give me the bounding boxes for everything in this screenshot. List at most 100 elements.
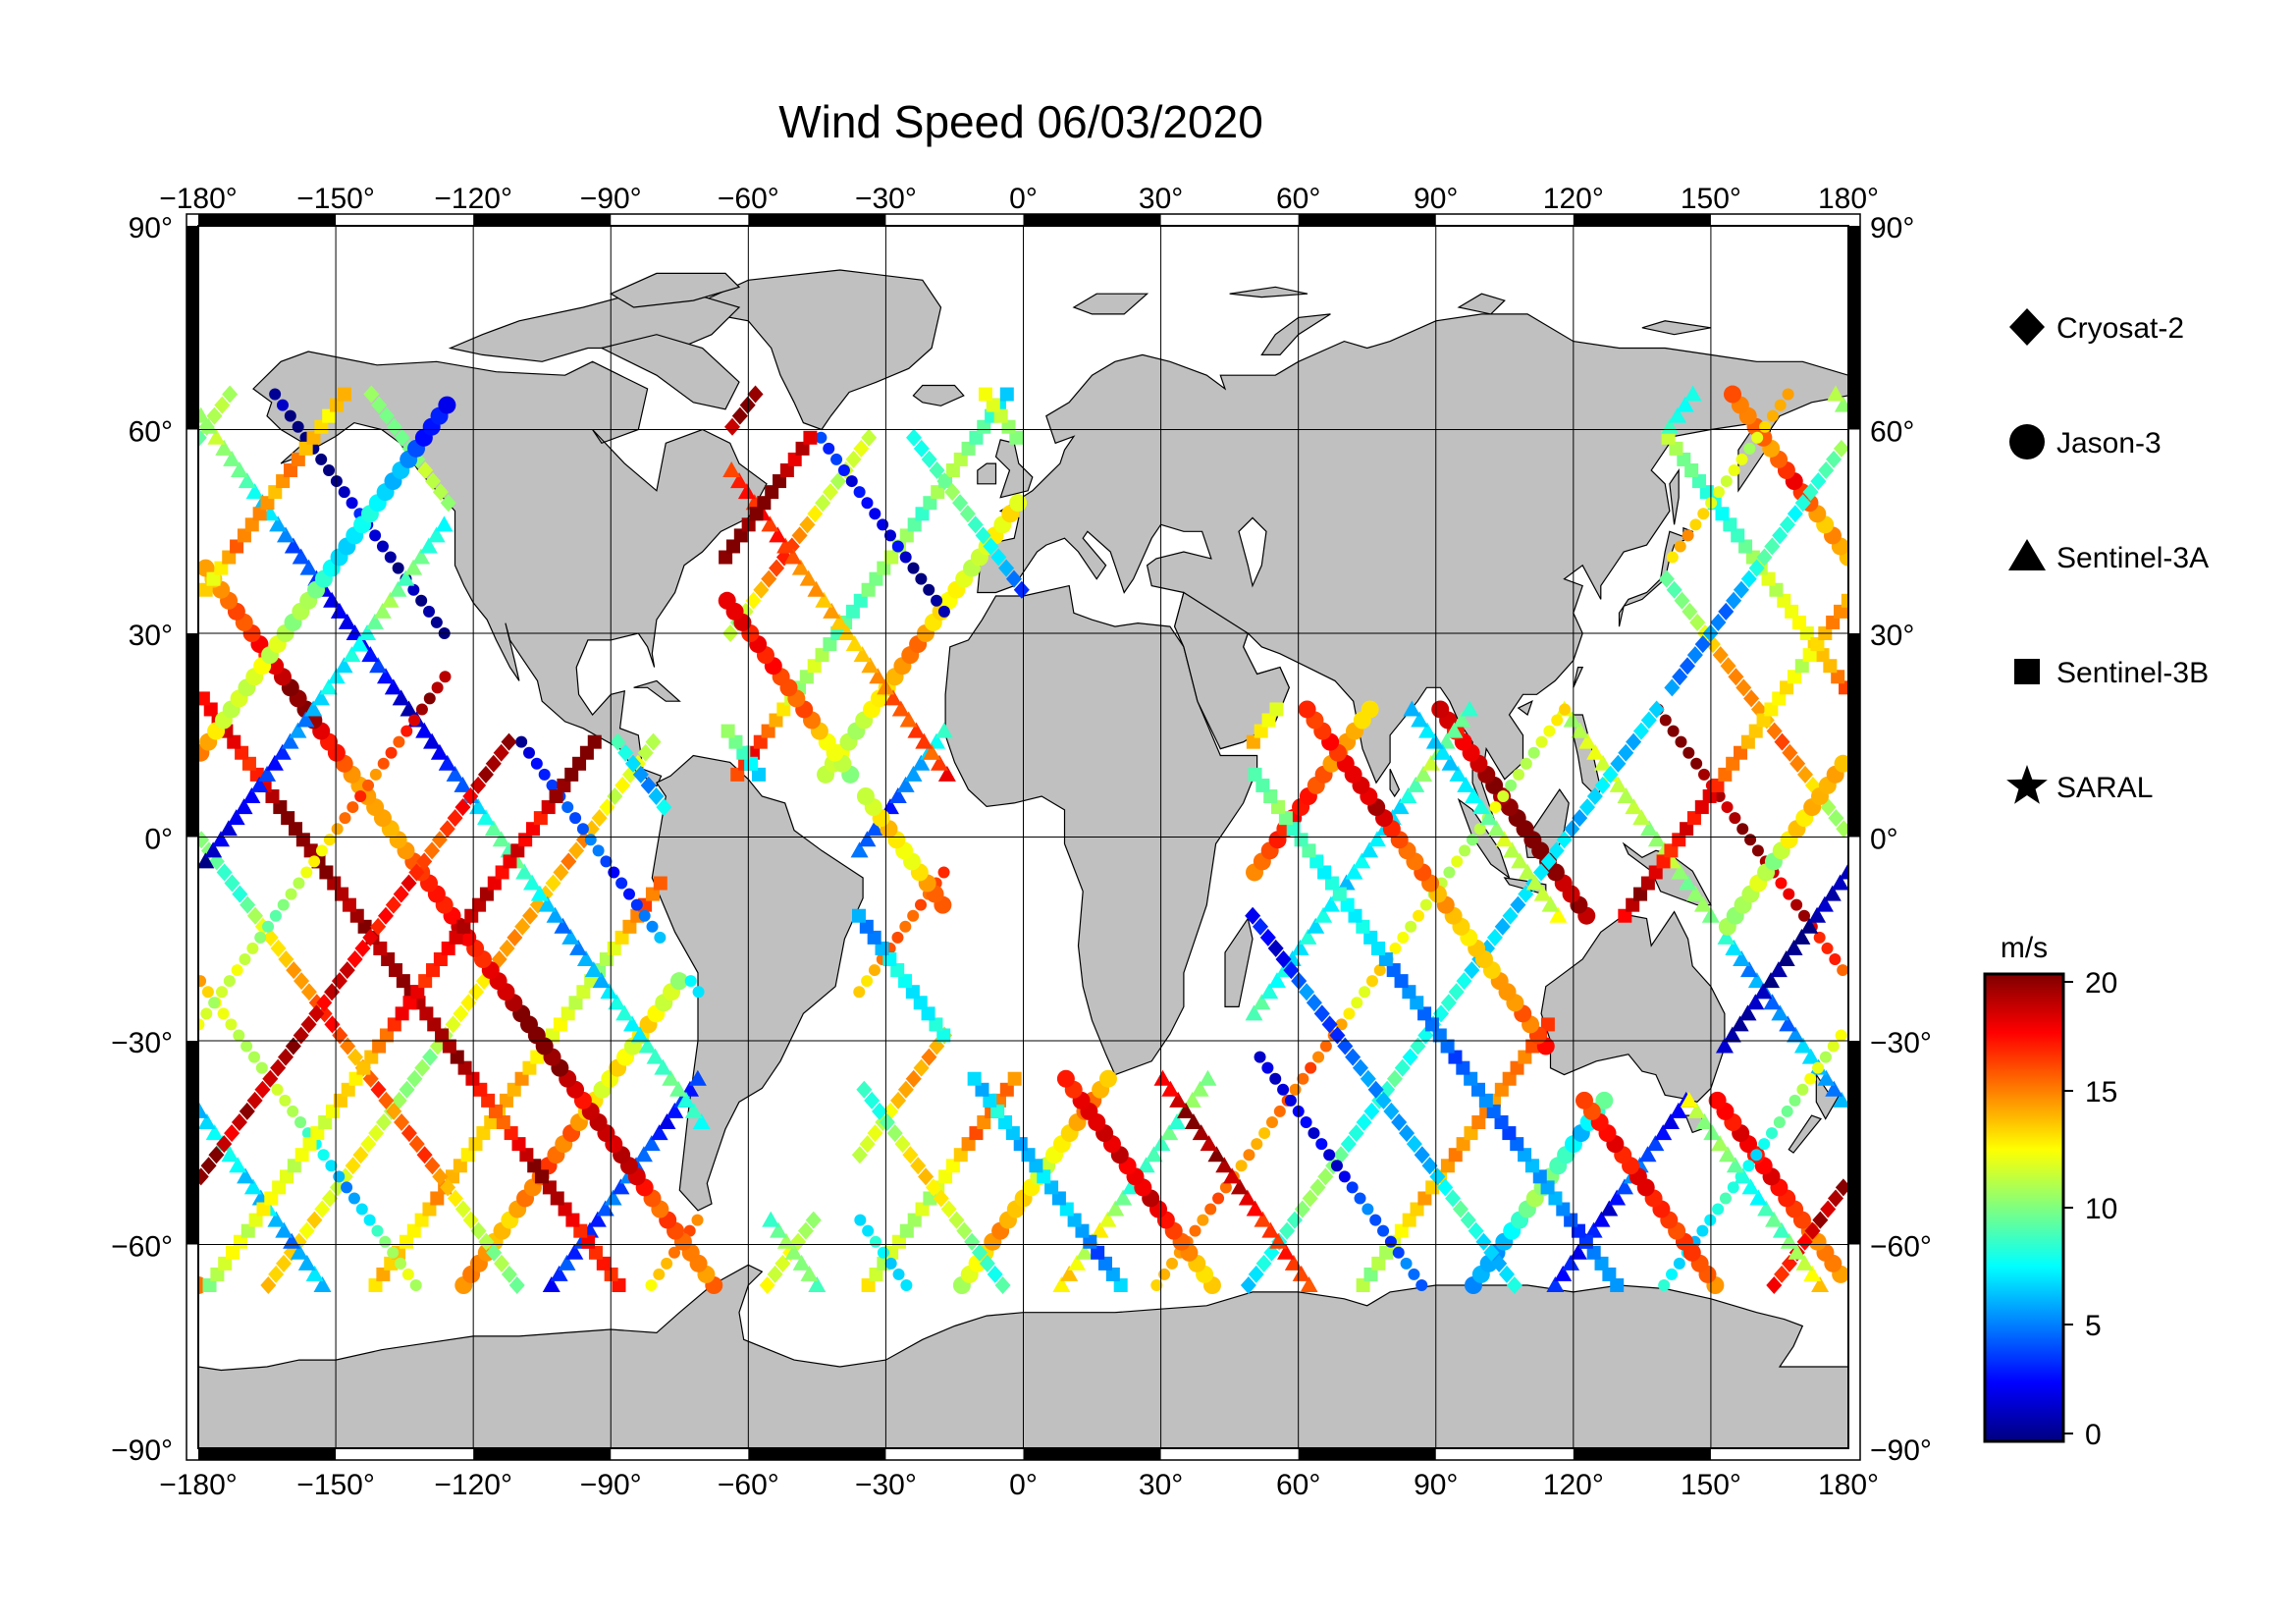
track-point xyxy=(1283,961,1300,980)
track-point xyxy=(797,1221,814,1240)
track-point xyxy=(684,975,697,988)
track-point xyxy=(424,841,441,860)
track-point xyxy=(433,952,448,966)
track-point xyxy=(198,831,210,849)
track-point xyxy=(545,874,561,893)
track-point xyxy=(1375,1091,1392,1109)
track-point xyxy=(1506,1276,1522,1294)
track-point xyxy=(1669,441,1683,456)
track-point xyxy=(1184,1113,1202,1129)
map-frame-bars xyxy=(186,213,1861,1461)
track-point xyxy=(891,700,910,717)
track-point xyxy=(1789,1094,1801,1107)
track-point xyxy=(1740,569,1757,588)
track-point xyxy=(269,909,282,922)
track-point xyxy=(1413,909,1425,922)
colorbar-tick-label: 20 xyxy=(2085,967,2117,1000)
landmass-sri-lanka xyxy=(1389,769,1401,798)
track-point xyxy=(883,689,902,706)
track-point xyxy=(588,1245,603,1260)
track-point xyxy=(270,939,287,957)
track-point xyxy=(999,387,1014,402)
track-point xyxy=(1610,754,1627,773)
track-point xyxy=(1044,1180,1059,1195)
track-point xyxy=(401,1268,414,1280)
track-point xyxy=(1402,1213,1416,1227)
track-point xyxy=(212,831,231,847)
track-point xyxy=(921,450,937,468)
track-point xyxy=(1819,1051,1832,1063)
track-point xyxy=(1834,396,1848,412)
landmass-novaya-zemlya xyxy=(1260,313,1331,355)
track-point xyxy=(1261,1221,1280,1238)
track-point xyxy=(1005,569,1022,588)
track-point xyxy=(481,1093,496,1108)
track-point xyxy=(799,569,818,586)
track-point xyxy=(1268,972,1287,989)
track-point xyxy=(899,1223,914,1238)
track-point xyxy=(851,908,866,923)
lat-tick-label-left: −90° xyxy=(111,1434,173,1467)
track-point xyxy=(330,602,348,619)
track-point xyxy=(442,1039,456,1054)
track-point xyxy=(527,1159,542,1173)
track-point xyxy=(795,441,810,456)
track-point xyxy=(899,528,914,543)
track-point xyxy=(1708,1091,1727,1109)
track-point xyxy=(1839,680,1848,695)
track-point xyxy=(862,1224,875,1237)
track-point xyxy=(294,1148,309,1163)
track-point xyxy=(338,486,350,499)
frame-bar-left xyxy=(187,226,198,430)
landmass-madagascar xyxy=(1224,917,1254,1008)
track-point xyxy=(322,1189,339,1208)
track-point xyxy=(915,732,934,749)
track-point xyxy=(565,1243,584,1260)
landmass-hainan xyxy=(1517,700,1533,716)
track-point xyxy=(538,895,557,912)
track-point xyxy=(1410,1037,1426,1055)
track-point xyxy=(913,439,930,458)
track-point xyxy=(1150,1279,1163,1291)
track-point xyxy=(355,1203,368,1216)
track-point xyxy=(907,909,920,922)
track-point xyxy=(1781,1105,1793,1117)
track-point xyxy=(525,822,540,837)
track-point xyxy=(339,812,351,825)
track-point xyxy=(656,798,672,817)
track-point xyxy=(1083,1234,1097,1249)
track-point xyxy=(1059,1202,1074,1217)
track-point xyxy=(1486,928,1503,947)
track-point xyxy=(645,1279,658,1291)
track-point xyxy=(1252,917,1268,936)
track-point xyxy=(431,831,448,849)
track-point xyxy=(1269,1072,1282,1085)
track-point xyxy=(454,798,471,817)
track-point xyxy=(1363,930,1378,945)
track-point xyxy=(721,724,735,738)
track-point xyxy=(584,834,597,846)
track-point xyxy=(462,787,479,805)
track-point xyxy=(877,1246,889,1259)
track-point xyxy=(623,1015,642,1032)
track-point xyxy=(898,974,913,989)
track-point xyxy=(891,931,904,944)
track-point xyxy=(204,841,223,858)
track-point xyxy=(408,1135,425,1154)
track-point xyxy=(1479,809,1498,826)
landmass-eurasia xyxy=(977,313,1848,826)
track-point xyxy=(1795,1254,1814,1271)
track-point xyxy=(1833,439,1848,458)
track-point xyxy=(1821,942,1834,954)
track-point xyxy=(1689,518,1702,531)
track-point xyxy=(399,1234,413,1249)
track-point xyxy=(284,537,302,554)
track-point xyxy=(285,888,297,900)
track-point xyxy=(399,1080,415,1099)
track-point xyxy=(245,483,264,500)
track-point xyxy=(614,776,631,794)
track-point xyxy=(937,605,950,618)
track-point xyxy=(890,1091,907,1109)
track-point xyxy=(972,1243,988,1262)
frame-bar-top xyxy=(473,214,612,226)
